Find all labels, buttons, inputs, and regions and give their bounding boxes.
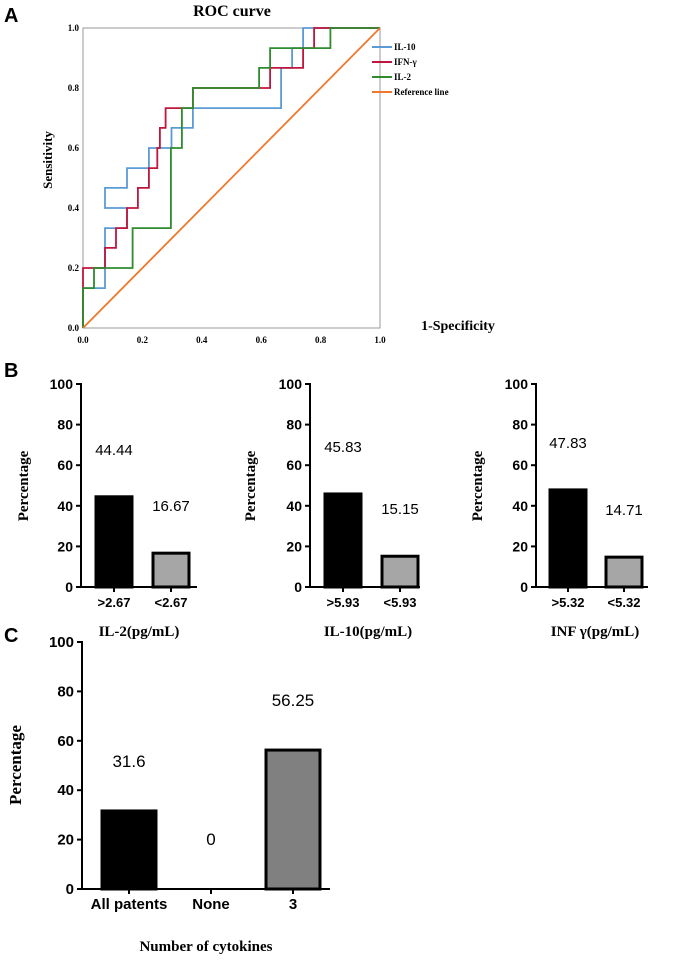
x-tick-label: All patents bbox=[91, 896, 168, 913]
data-label: 44.44 bbox=[95, 442, 133, 459]
y-axis-title: Sensitivity bbox=[40, 131, 55, 189]
bar-chart-cytokines: 0 20 40 60 80 100 All patents 31.6 None 0 3 56.25 Pe… bbox=[6, 634, 330, 955]
x-tick-label: 0.0 bbox=[77, 335, 89, 345]
y-axis-title: Percentage bbox=[16, 450, 32, 521]
y-tick-label: 60 bbox=[57, 733, 74, 750]
y-tick-label: 40 bbox=[57, 498, 73, 514]
y-axis-title: Percentage bbox=[470, 450, 486, 521]
bar-chart-infg: 0 20 40 60 80 100 >5.32 47.83 <5.32 14.71 Percenta… bbox=[470, 376, 648, 640]
y-tick-label: 100 bbox=[49, 634, 74, 651]
x-tick-label: <5.32 bbox=[608, 595, 641, 610]
y-tick-label: 80 bbox=[512, 417, 528, 433]
x-axis-title: INF γ(pg/mL) bbox=[551, 624, 640, 640]
y-tick-label: 80 bbox=[57, 417, 73, 433]
y-tick-label: 0.8 bbox=[68, 83, 80, 93]
series-line-ifn- bbox=[82, 27, 380, 328]
x-axis-title: 1-Specificity bbox=[421, 319, 495, 334]
data-label: 47.83 bbox=[549, 435, 587, 452]
bar bbox=[548, 488, 588, 589]
y-tick-label: 80 bbox=[286, 417, 302, 433]
y-tick-label: 0.2 bbox=[68, 263, 80, 273]
bar bbox=[151, 551, 191, 589]
data-label: 0 bbox=[206, 830, 215, 849]
y-tick-label: 0 bbox=[520, 579, 528, 595]
bar bbox=[323, 492, 363, 589]
x-axis-title: IL-2(pg/mL) bbox=[99, 624, 180, 640]
x-tick-label: 1.0 bbox=[374, 335, 386, 345]
x-tick-label: >5.93 bbox=[327, 595, 360, 610]
panel-label-a: A bbox=[4, 5, 18, 27]
legend-entry: IFN-γ bbox=[394, 57, 417, 67]
data-label: 45.83 bbox=[324, 439, 362, 456]
y-tick-label: 20 bbox=[57, 538, 73, 554]
data-label: 56.25 bbox=[272, 691, 315, 710]
y-tick-label: 20 bbox=[512, 538, 528, 554]
x-axis-title: Number of cytokines bbox=[139, 939, 272, 955]
data-label: 14.71 bbox=[605, 502, 643, 519]
roc-chart: 0.0 0.2 0.4 0.6 0.8 1.0 0.0 0.2 0.4 0.6 0.8 1.0 ROC … bbox=[40, 3, 495, 345]
y-tick-label: 40 bbox=[512, 498, 528, 514]
data-label: 31.6 bbox=[112, 752, 145, 771]
y-tick-label: 100 bbox=[505, 376, 529, 392]
y-tick-label: 0.6 bbox=[68, 143, 80, 153]
x-tick-label: 0.6 bbox=[256, 335, 268, 345]
y-tick-label: 40 bbox=[286, 498, 302, 514]
x-tick-label: >5.32 bbox=[552, 595, 585, 610]
bar-chart-il10: 0 20 40 60 80 100 >5.93 45.83 <5.93 15.15 Percenta… bbox=[243, 376, 420, 640]
y-tick-label: 20 bbox=[57, 832, 74, 849]
x-tick-label: None bbox=[192, 896, 230, 913]
y-tick-label: 100 bbox=[279, 376, 303, 392]
y-tick-label: 40 bbox=[57, 782, 74, 799]
bar-chart-il2: 0 20 40 60 80 100 >2.67 44.44 <2.67 16.67 Percenta… bbox=[16, 376, 197, 640]
panel-label-b: B bbox=[4, 360, 18, 382]
y-tick-label: 100 bbox=[50, 376, 74, 392]
x-axis-title: IL-10(pg/mL) bbox=[324, 624, 412, 640]
bar bbox=[264, 748, 322, 891]
legend-entry: IL-10 bbox=[394, 42, 416, 52]
series-line-reference-line bbox=[82, 27, 381, 329]
bar bbox=[100, 809, 158, 891]
y-axis-title: Percentage bbox=[6, 725, 25, 805]
y-tick-label: 0.4 bbox=[68, 203, 80, 213]
chart-title: ROC curve bbox=[193, 3, 271, 20]
y-tick-label: 60 bbox=[512, 457, 528, 473]
data-label: 16.67 bbox=[152, 498, 190, 515]
x-tick-label: 3 bbox=[289, 896, 297, 913]
y-tick-label: 60 bbox=[57, 457, 73, 473]
y-tick-label: 0 bbox=[294, 579, 302, 595]
y-tick-label: 0 bbox=[65, 579, 73, 595]
x-tick-label: 0.8 bbox=[315, 335, 327, 345]
data-label: 15.15 bbox=[381, 501, 419, 518]
y-tick-label: 0 bbox=[66, 881, 74, 898]
legend-entry: IL-2 bbox=[394, 72, 412, 82]
y-tick-label: 20 bbox=[286, 538, 302, 554]
bar bbox=[94, 495, 134, 589]
x-tick-label: <5.93 bbox=[384, 595, 417, 610]
x-tick-label: 0.4 bbox=[196, 335, 208, 345]
y-tick-label: 1.0 bbox=[68, 23, 80, 33]
x-tick-label: >2.67 bbox=[98, 595, 131, 610]
panel-label-c: C bbox=[4, 625, 18, 647]
legend-entry: Reference line bbox=[394, 87, 449, 97]
y-tick-label: 80 bbox=[57, 683, 74, 700]
plot-frame bbox=[82, 27, 381, 329]
x-tick-label: 0.2 bbox=[137, 335, 149, 345]
x-tick-label: <2.67 bbox=[155, 595, 188, 610]
bar bbox=[604, 555, 644, 589]
bar bbox=[380, 554, 420, 589]
y-tick-label: 60 bbox=[286, 457, 302, 473]
y-axis-title: Percentage bbox=[243, 450, 259, 521]
y-tick-label: 0.0 bbox=[68, 323, 80, 333]
series-line-il-2 bbox=[82, 27, 380, 328]
